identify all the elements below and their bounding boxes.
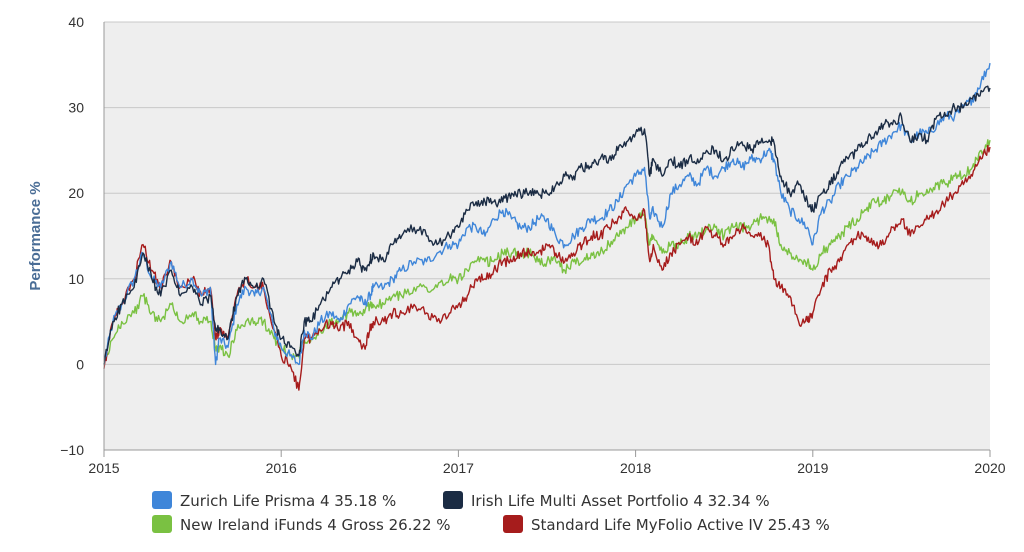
y-tick-labels: 40 30 20 10 0 −10 [60,14,84,458]
y-tick-label: 0 [76,356,84,372]
legend-swatch-irish-life [443,491,463,509]
legend-item-standard-life[interactable]: Standard Life MyFolio Active IV 25.43 % [503,515,830,534]
axes [103,22,990,451]
y-tick-label: 10 [68,271,84,287]
x-tick-label: 2019 [797,460,828,476]
plot-background [104,22,990,450]
legend-label-irish-life: Irish Life Multi Asset Portfolio 4 32.34… [471,492,770,510]
series-line-2 [103,139,991,365]
x-tick-label: 2016 [266,460,297,476]
series-line-0 [103,62,991,366]
legend-item-irish-life[interactable]: Irish Life Multi Asset Portfolio 4 32.34… [443,491,770,510]
y-tick-label: −10 [60,442,84,458]
y-tick-label: 20 [68,185,84,201]
x-tick-label: 2015 [88,460,119,476]
x-tick-label: 2017 [443,460,474,476]
legend-swatch-zurich [152,491,172,509]
x-tick-label: 2020 [974,460,1005,476]
y-tick-label: 30 [68,100,84,116]
legend-label-zurich: Zurich Life Prisma 4 35.18 % [180,492,396,510]
series-lines [103,62,991,391]
series-line-1 [103,85,991,365]
legend-item-new-ireland[interactable]: New Ireland iFunds 4 Gross 26.22 % [152,515,451,534]
legend-item-zurich[interactable]: Zurich Life Prisma 4 35.18 % [152,491,396,510]
y-tick-label: 40 [68,14,84,30]
x-tick-labels: 2015 2016 2017 2018 2019 2020 [88,450,1006,476]
legend-label-standard-life: Standard Life MyFolio Active IV 25.43 % [531,516,830,534]
legend-label-new-ireland: New Ireland iFunds 4 Gross 26.22 % [180,516,451,534]
legend-swatch-standard-life [503,515,523,533]
legend-swatch-new-ireland [152,515,172,533]
x-tick-label: 2018 [620,460,651,476]
legend: Zurich Life Prisma 4 35.18 % Irish Life … [152,491,830,534]
y-axis-title: Performance % [27,181,44,290]
